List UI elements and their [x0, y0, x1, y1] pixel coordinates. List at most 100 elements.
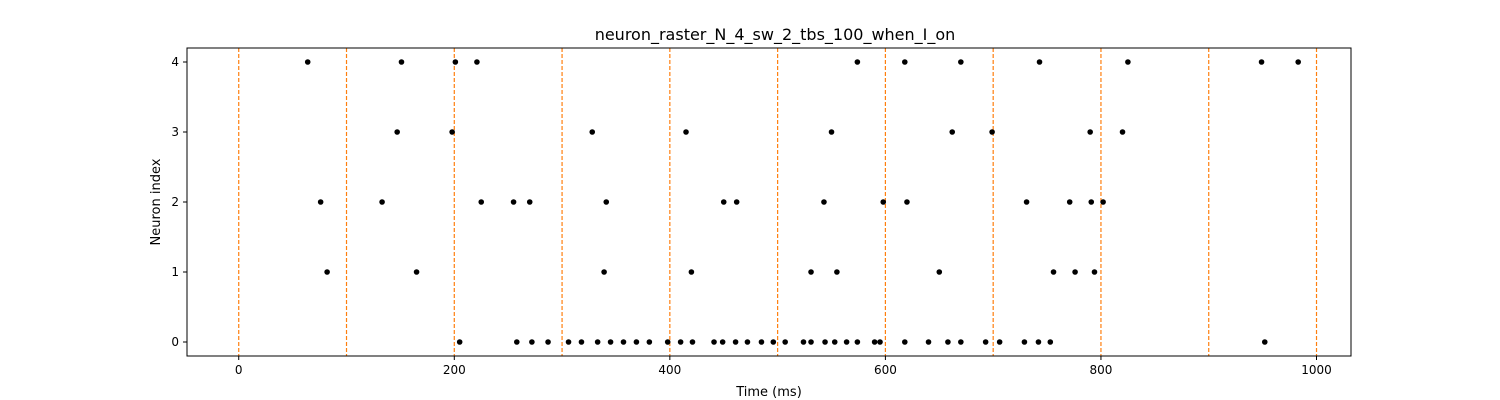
spike-point — [478, 199, 485, 205]
plot-frame — [186, 47, 1352, 357]
x-tick-label: 400 — [658, 363, 681, 377]
spike-point — [719, 339, 726, 345]
spike-point — [398, 59, 405, 65]
spike-point — [854, 339, 861, 345]
spike-point — [925, 339, 932, 345]
spike-point — [822, 339, 828, 345]
spike-point — [720, 199, 727, 205]
spike-point — [646, 339, 653, 345]
x-tick-label: 800 — [1090, 363, 1113, 377]
y-tick-label: 4 — [171, 55, 179, 69]
spike-point — [831, 339, 838, 345]
spike-point — [936, 269, 943, 275]
spike-point — [1261, 339, 1268, 345]
spike-point — [1100, 199, 1106, 205]
spike-point — [758, 339, 765, 345]
x-tick-label: 1000 — [1301, 363, 1332, 377]
stimulus-lines — [238, 48, 1318, 356]
spike-point — [620, 339, 627, 345]
spike-point — [1258, 59, 1265, 65]
spike-point — [1072, 269, 1078, 275]
spike-point — [1066, 199, 1073, 205]
spike-point — [904, 199, 910, 205]
spike-point — [394, 129, 400, 135]
spike-point — [982, 339, 989, 345]
spike-point — [828, 129, 835, 135]
y-axis-label: Neuron index — [149, 158, 164, 245]
spike-point — [1295, 59, 1301, 65]
x-axis-ticks: 0 200 400 600 800 1000 — [235, 356, 1332, 377]
spike-point — [689, 339, 696, 345]
spike-point — [578, 339, 585, 345]
spike-point — [1036, 59, 1043, 65]
spike-point — [1035, 339, 1042, 345]
x-axis-label: Time (ms) — [735, 385, 802, 400]
spike-point — [902, 59, 908, 65]
spike-point — [474, 59, 480, 65]
spike-point — [732, 339, 739, 345]
spike-point — [589, 129, 596, 135]
spike-point — [744, 339, 751, 345]
spike-point — [877, 339, 883, 345]
spike-point — [834, 269, 840, 275]
y-tick-label: 2 — [171, 195, 179, 209]
spike-point — [526, 199, 533, 205]
spike-point — [413, 269, 420, 275]
spike-point — [1021, 339, 1028, 345]
spike-point — [800, 339, 807, 345]
spike-point — [594, 339, 601, 345]
spike-point — [945, 339, 951, 345]
x-tick-label: 600 — [874, 363, 897, 377]
spike-point — [1088, 199, 1095, 205]
spike-points — [304, 59, 1301, 345]
spike-point — [603, 199, 610, 205]
spike-point — [317, 199, 324, 205]
spike-point — [949, 129, 956, 135]
spike-point — [664, 339, 671, 345]
spike-point — [514, 339, 520, 345]
spike-point — [683, 129, 689, 135]
y-tick-label: 3 — [171, 125, 179, 139]
spike-point — [770, 339, 777, 345]
spike-point — [601, 269, 607, 275]
spike-point — [1091, 269, 1098, 275]
spike-point — [1119, 129, 1126, 135]
x-tick-label: 0 — [235, 363, 243, 377]
spike-point — [510, 199, 517, 205]
spike-point — [449, 129, 455, 135]
spike-point — [808, 339, 814, 345]
chart-title: neuron_raster_N_4_sw_2_tbs_100_when_I_on — [595, 25, 956, 45]
spike-point — [958, 339, 964, 345]
spike-point — [733, 199, 740, 205]
y-tick-label: 0 — [171, 335, 179, 349]
spike-point — [1023, 199, 1030, 205]
spike-point — [996, 339, 1003, 345]
y-tick-label: 1 — [171, 265, 179, 279]
spike-point — [854, 59, 861, 65]
spike-point — [843, 339, 850, 345]
spike-point — [688, 269, 695, 275]
spike-point — [677, 339, 684, 345]
spike-point — [607, 339, 614, 345]
spike-point — [1087, 129, 1093, 135]
spike-point — [880, 199, 887, 205]
spike-point — [452, 59, 459, 65]
spike-point — [324, 269, 330, 275]
spike-point — [711, 339, 717, 345]
spike-point — [379, 199, 385, 205]
spike-point — [989, 129, 995, 135]
spike-point — [633, 339, 640, 345]
spike-point — [871, 339, 878, 345]
spike-point — [1047, 339, 1054, 345]
spike-point — [304, 59, 311, 65]
spike-point — [529, 339, 535, 345]
y-axis-ticks: 0 1 2 3 4 — [171, 55, 187, 349]
spike-point — [1050, 269, 1057, 275]
spike-point — [808, 269, 814, 275]
spike-point — [782, 339, 788, 345]
spike-point — [456, 339, 463, 345]
spike-point — [1125, 59, 1131, 65]
spike-point — [958, 59, 964, 65]
spike-point — [565, 339, 572, 345]
